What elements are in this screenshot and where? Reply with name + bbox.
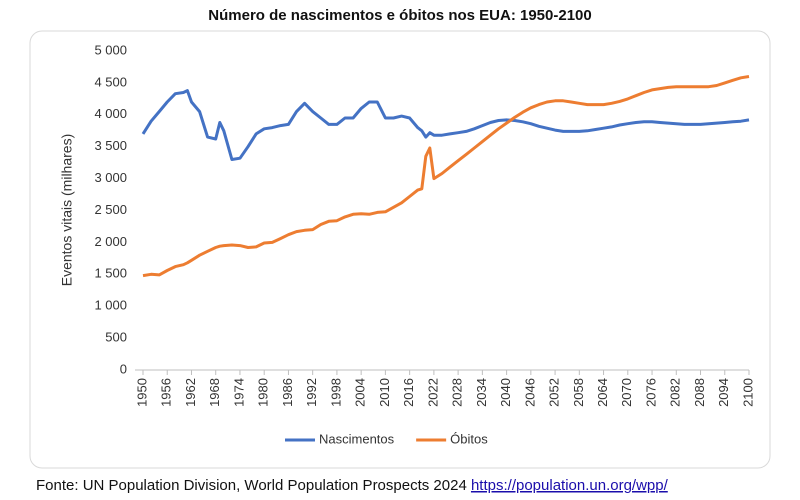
x-tick-label: 2064 (595, 378, 610, 407)
x-tick-label: 2028 (450, 378, 465, 407)
x-tick-label: 1998 (328, 378, 343, 407)
x-tick-label: 2094 (716, 378, 731, 407)
source-link[interactable]: https://population.un.org/wpp/ (471, 477, 669, 494)
x-tick-label: 2088 (692, 378, 707, 407)
x-tick-label: 1986 (280, 378, 295, 407)
y-tick-label: 3 500 (94, 138, 127, 153)
x-tick-label: 2004 (353, 378, 368, 407)
x-tick-label: 2022 (425, 378, 440, 407)
y-tick-label: 2 500 (94, 202, 127, 217)
x-tick-label: 1968 (207, 378, 222, 407)
x-tick-label: 1962 (183, 378, 198, 407)
line (141, 89, 750, 161)
source: Fonte: UN Population Division, World Pop… (36, 477, 669, 494)
y-tick-label: 5 000 (94, 42, 127, 57)
x-tick-label: 2076 (643, 378, 658, 407)
chart-title: Número de nascimentos e óbitos nos EUA: … (208, 7, 591, 24)
x-tick-label: 2010 (377, 378, 392, 407)
x-tick-label: 1974 (231, 378, 246, 407)
source-text: Fonte: UN Population Division, World Pop… (36, 477, 467, 494)
legend-label: Óbitos (450, 431, 488, 446)
y-tick-label: 3 000 (94, 170, 127, 185)
x-tick-label: 2016 (401, 378, 416, 407)
x-tick-label: 2100 (740, 378, 755, 407)
y-axis-label: Eventos vitais (milhares) (59, 134, 75, 287)
x-tick-label: 2070 (619, 378, 634, 407)
x-tick-label: 1992 (304, 378, 319, 407)
x-tick-label: 1950 (134, 378, 149, 407)
y-tick-label: 0 (120, 361, 127, 376)
y-tick-label: 1 500 (94, 266, 127, 281)
x-tick-label: 2034 (474, 378, 489, 407)
x-tick-label: 2082 (668, 378, 683, 407)
y-tick-label: 1 000 (94, 298, 127, 313)
x-tick-label: 2040 (498, 378, 513, 407)
y-tick-label: 4 000 (94, 106, 127, 121)
x-tick-label: 2058 (571, 378, 586, 407)
y-tick-label: 4 500 (94, 74, 127, 89)
x-tick-label: 1980 (256, 378, 271, 407)
legend-label: Nascimentos (319, 431, 395, 446)
y-tick-label: 500 (105, 330, 127, 345)
x-tick-label: 1956 (159, 378, 174, 407)
x-tick-label: 2046 (522, 378, 537, 407)
y-tick-label: 2 000 (94, 234, 127, 249)
x-tick-label: 2052 (547, 378, 562, 407)
line (142, 75, 750, 278)
